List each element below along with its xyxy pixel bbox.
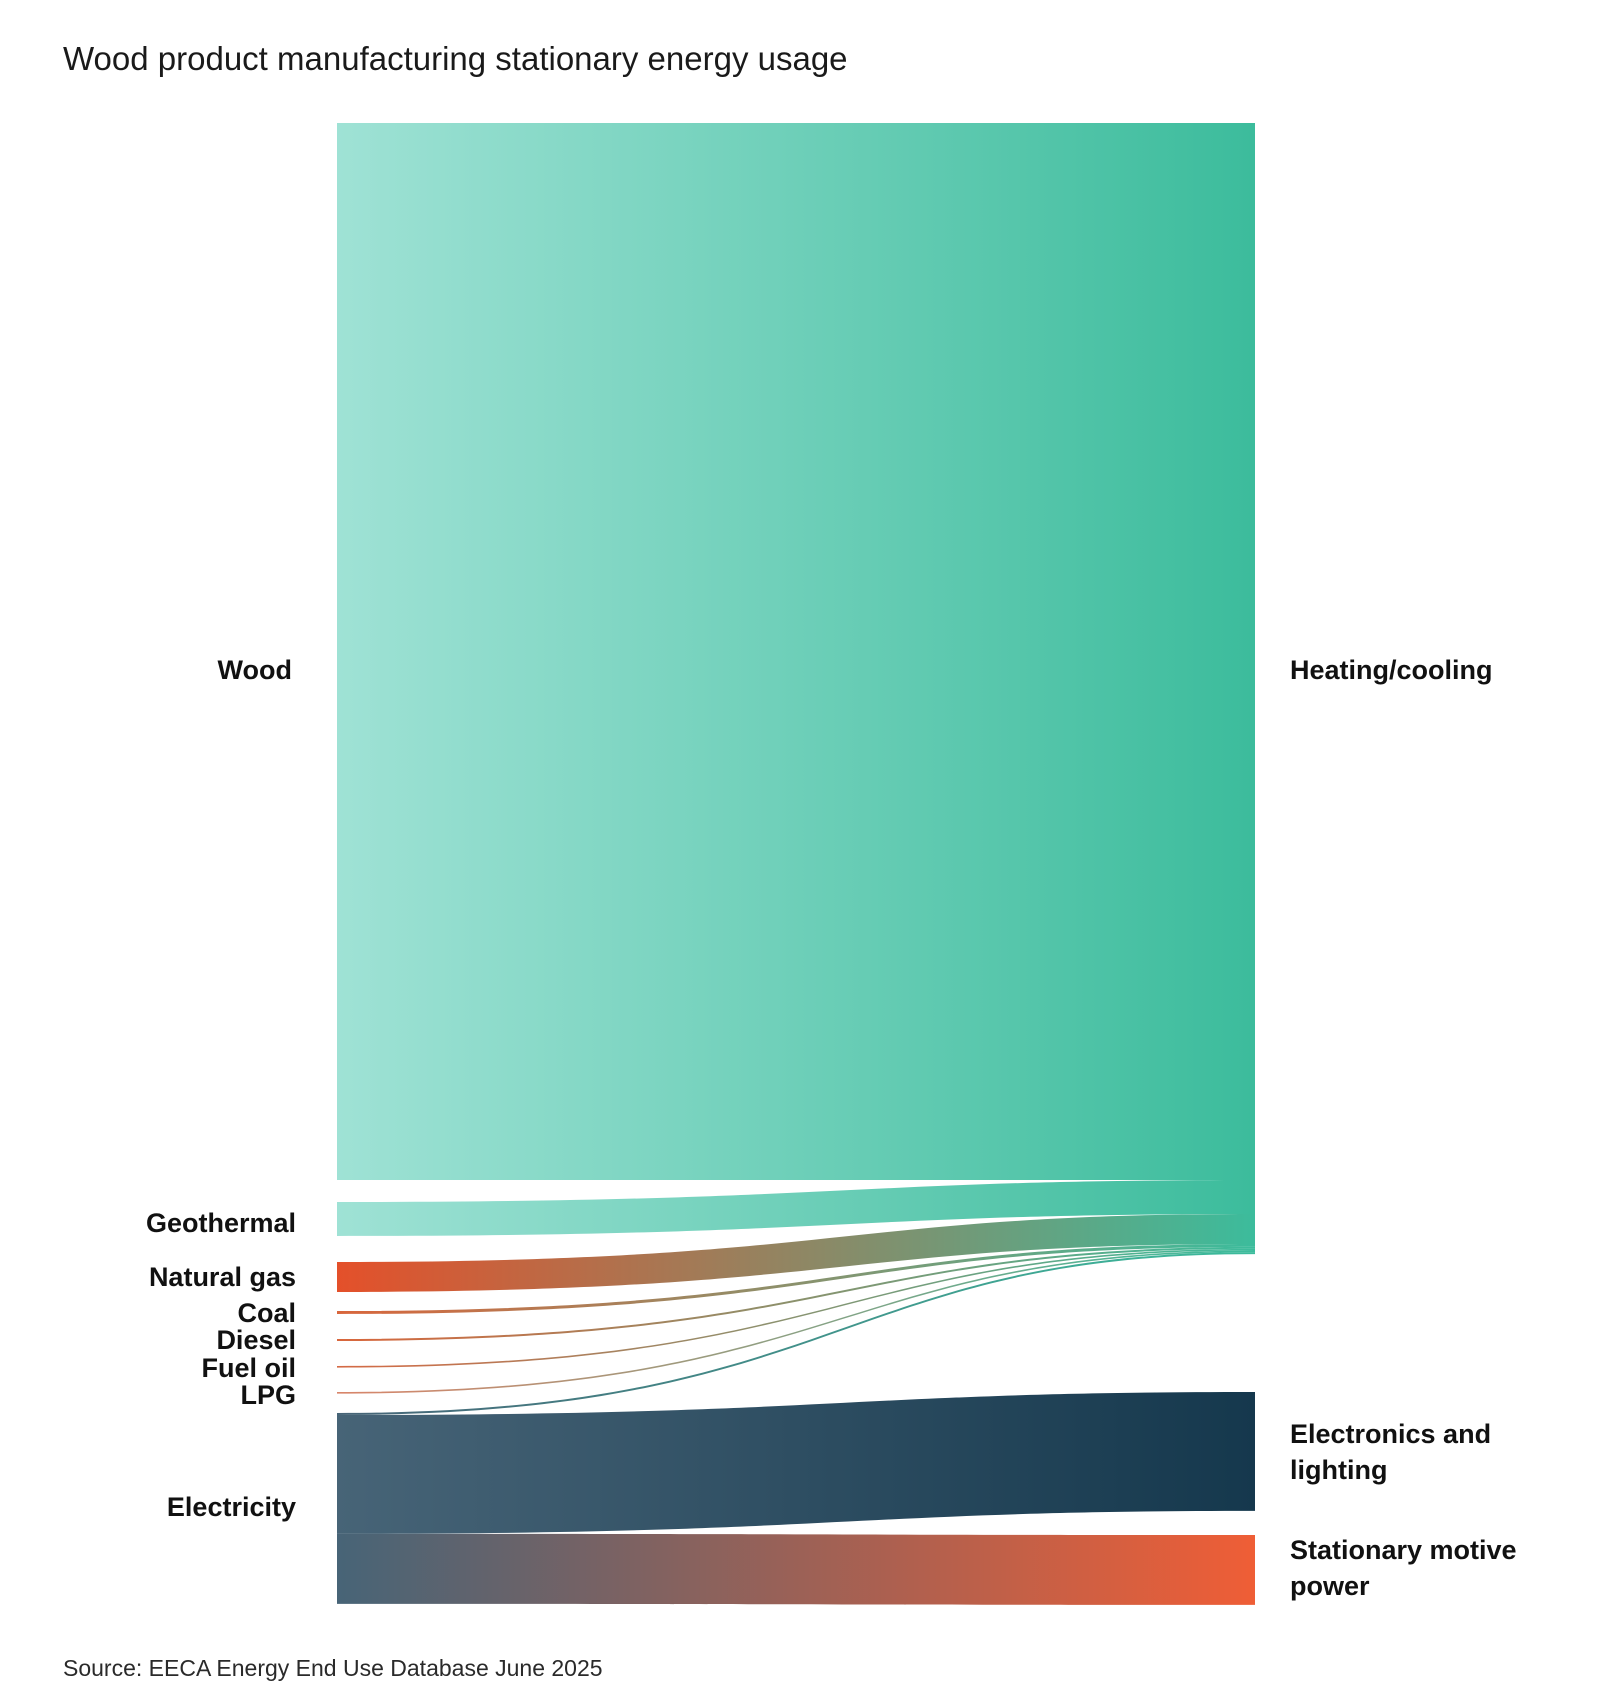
sankey-links (337, 123, 1255, 1605)
flow-wood-to-heating (337, 123, 1255, 1180)
source-label-wood: Wood (217, 655, 292, 685)
target-label-stationary-motive-power: Stationary motive power (1290, 1535, 1517, 1601)
chart-title: Wood product manufacturing stationary en… (63, 40, 848, 77)
source-label-geothermal: Geothermal (145, 1208, 296, 1238)
source-label-natural-gas: Natural gas (148, 1262, 296, 1292)
source-label-lpg: LPG (240, 1380, 296, 1410)
flow-natural-gas-to-heating (337, 1213, 1255, 1292)
flow-electricity-to-motive (337, 1533, 1255, 1605)
flow-electricity-to-electronics (337, 1392, 1255, 1534)
target-label-heating-cooling: Heating/cooling (1290, 655, 1493, 685)
source-note: Source: EECA Energy End Use Database Jun… (63, 1655, 603, 1681)
source-label-diesel: Diesel (216, 1325, 296, 1355)
target-label-electronics-lighting: Electronics and lighting (1290, 1419, 1492, 1485)
source-label-coal: Coal (237, 1298, 296, 1328)
flow-geothermal-to-heating (337, 1180, 1255, 1236)
source-label-fuel-oil: Fuel oil (201, 1353, 297, 1383)
source-label-electricity: Electricity (166, 1492, 296, 1522)
